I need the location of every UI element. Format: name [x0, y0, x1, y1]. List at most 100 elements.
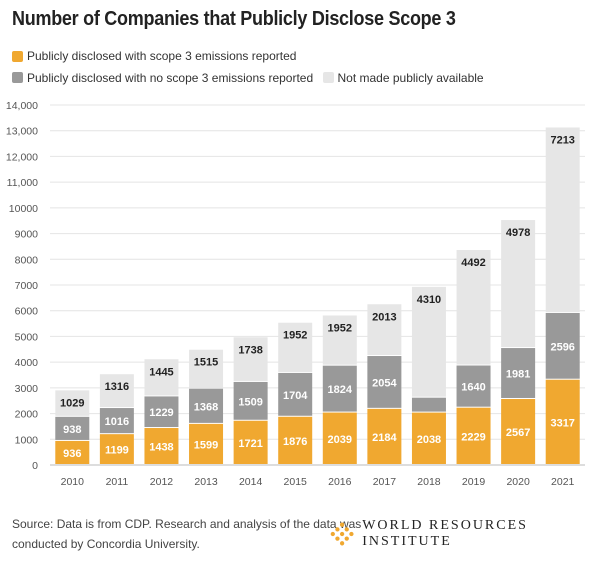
bar-segment — [501, 220, 536, 348]
bar-segment — [501, 348, 536, 398]
y-tick-label: 9000 — [15, 229, 39, 241]
data-label: 2596 — [550, 341, 574, 353]
y-tick-label: 3000 — [15, 383, 39, 395]
y-tick-label: 14,000 — [6, 100, 38, 112]
bar-segment — [411, 412, 446, 464]
x-tick-label: 2017 — [373, 476, 397, 488]
data-label: 1029 — [60, 397, 84, 409]
bar-segment — [456, 407, 491, 464]
bar-segment — [456, 365, 491, 407]
bar-segment — [456, 250, 491, 365]
y-tick-label: 5000 — [15, 331, 39, 343]
bar-segment — [189, 349, 224, 388]
bar-segment — [278, 322, 313, 372]
y-tick-label: 8000 — [15, 254, 39, 266]
data-label: 1515 — [194, 357, 218, 369]
x-tick-label: 2018 — [417, 476, 441, 488]
bar-segment — [99, 434, 134, 464]
bar-segment — [322, 315, 357, 365]
x-tick-label: 2011 — [106, 476, 129, 488]
data-label: 4310 — [417, 294, 441, 306]
bar-segment — [55, 390, 90, 416]
legend-item-not-public: Not made publicly available — [322, 68, 484, 88]
data-label: 1704 — [283, 390, 308, 402]
legend-item-reported: Publicly disclosed with scope 3 emission… — [12, 46, 296, 66]
bar-segment — [144, 359, 179, 396]
data-label: 1981 — [506, 369, 530, 381]
data-label: 1445 — [149, 366, 173, 378]
data-label: 2054 — [372, 377, 397, 389]
data-label: 1640 — [461, 382, 485, 394]
y-tick-label: 4000 — [15, 357, 39, 369]
y-tick-label: 6000 — [15, 306, 39, 318]
x-tick-label: 2010 — [61, 476, 85, 488]
data-label: 938 — [63, 424, 81, 436]
bar-segment — [545, 312, 580, 379]
legend-label: Not made publicly available — [337, 70, 484, 85]
y-tick-label: 10000 — [9, 203, 38, 215]
bar-segment — [55, 416, 90, 440]
data-label: 7213 — [550, 134, 574, 146]
data-label: 1229 — [149, 407, 173, 419]
y-tick-label: 0 — [32, 460, 38, 472]
bar-segment — [501, 398, 536, 464]
bar-segment — [322, 365, 357, 412]
data-label: 2039 — [328, 434, 352, 446]
x-tick-label: 2012 — [150, 476, 174, 488]
legend-label: Publicly disclosed with scope 3 emission… — [27, 49, 297, 63]
bar-segment — [322, 412, 357, 464]
x-tick-label: 2016 — [328, 476, 352, 488]
wri-logo: WORLD RESOURCES INSTITUTE — [330, 518, 605, 550]
source-line: conducted by Concordia University. — [12, 537, 200, 551]
data-label: 2184 — [372, 432, 397, 444]
x-tick-label: 2013 — [194, 476, 218, 488]
data-label: 1824 — [328, 384, 353, 396]
data-label: 3317 — [550, 417, 574, 429]
data-label: 1738 — [238, 344, 262, 356]
y-tick-label: 2000 — [15, 409, 39, 421]
bar-segment — [367, 356, 402, 408]
bar-segment — [99, 408, 134, 434]
legend-swatch — [12, 50, 23, 62]
bar-segment — [278, 372, 313, 416]
source-line: Source: Data is from CDP. Research and a… — [12, 517, 362, 531]
bar-segment — [233, 337, 268, 381]
bar-segment — [233, 420, 268, 464]
data-label: 1438 — [149, 442, 173, 454]
data-label: 4492 — [461, 257, 485, 269]
data-label: 2567 — [506, 427, 530, 439]
bar-segment — [411, 397, 446, 412]
bar-segment — [278, 416, 313, 464]
data-label: 1316 — [105, 381, 129, 393]
bar-segment — [144, 428, 179, 464]
data-label: 1721 — [238, 438, 262, 450]
legend-item-not-reported: Publicly disclosed with no scope 3 emiss… — [12, 68, 313, 88]
wri-logo-icon — [330, 522, 354, 546]
bar-segment — [367, 408, 402, 464]
x-tick-label: 2015 — [284, 476, 308, 488]
bar-segment — [144, 396, 179, 428]
x-tick-label: 2014 — [239, 476, 263, 488]
bar-segment — [367, 304, 402, 356]
bar-segment — [189, 423, 224, 464]
data-label: 2013 — [372, 311, 396, 323]
y-tick-label: 1000 — [15, 434, 39, 446]
y-tick-label: 13,000 — [6, 126, 38, 138]
y-tick-label: 12,000 — [6, 151, 38, 163]
data-label: 1509 — [238, 396, 262, 408]
bar-segment — [99, 374, 134, 408]
data-label: 1368 — [194, 401, 218, 413]
data-label: 1599 — [194, 439, 218, 451]
legend-label: Publicly disclosed with no scope 3 emiss… — [27, 70, 314, 85]
data-label: 1952 — [328, 322, 352, 334]
data-label: 2038 — [417, 434, 441, 446]
x-tick-label: 2019 — [462, 476, 486, 488]
plot-area: 0 1000 2000 3000 4000 5000 6000 7000 8000 9000 100… — [6, 100, 585, 488]
chart-title: Number of Companies that Publicly Disclo… — [12, 8, 456, 30]
wri-logo-text: WORLD RESOURCES INSTITUTE — [362, 518, 528, 549]
bar-segment — [411, 286, 446, 397]
bar-segment — [55, 440, 90, 464]
data-label: 2229 — [461, 431, 485, 443]
y-tick-label: 11,000 — [7, 177, 38, 189]
